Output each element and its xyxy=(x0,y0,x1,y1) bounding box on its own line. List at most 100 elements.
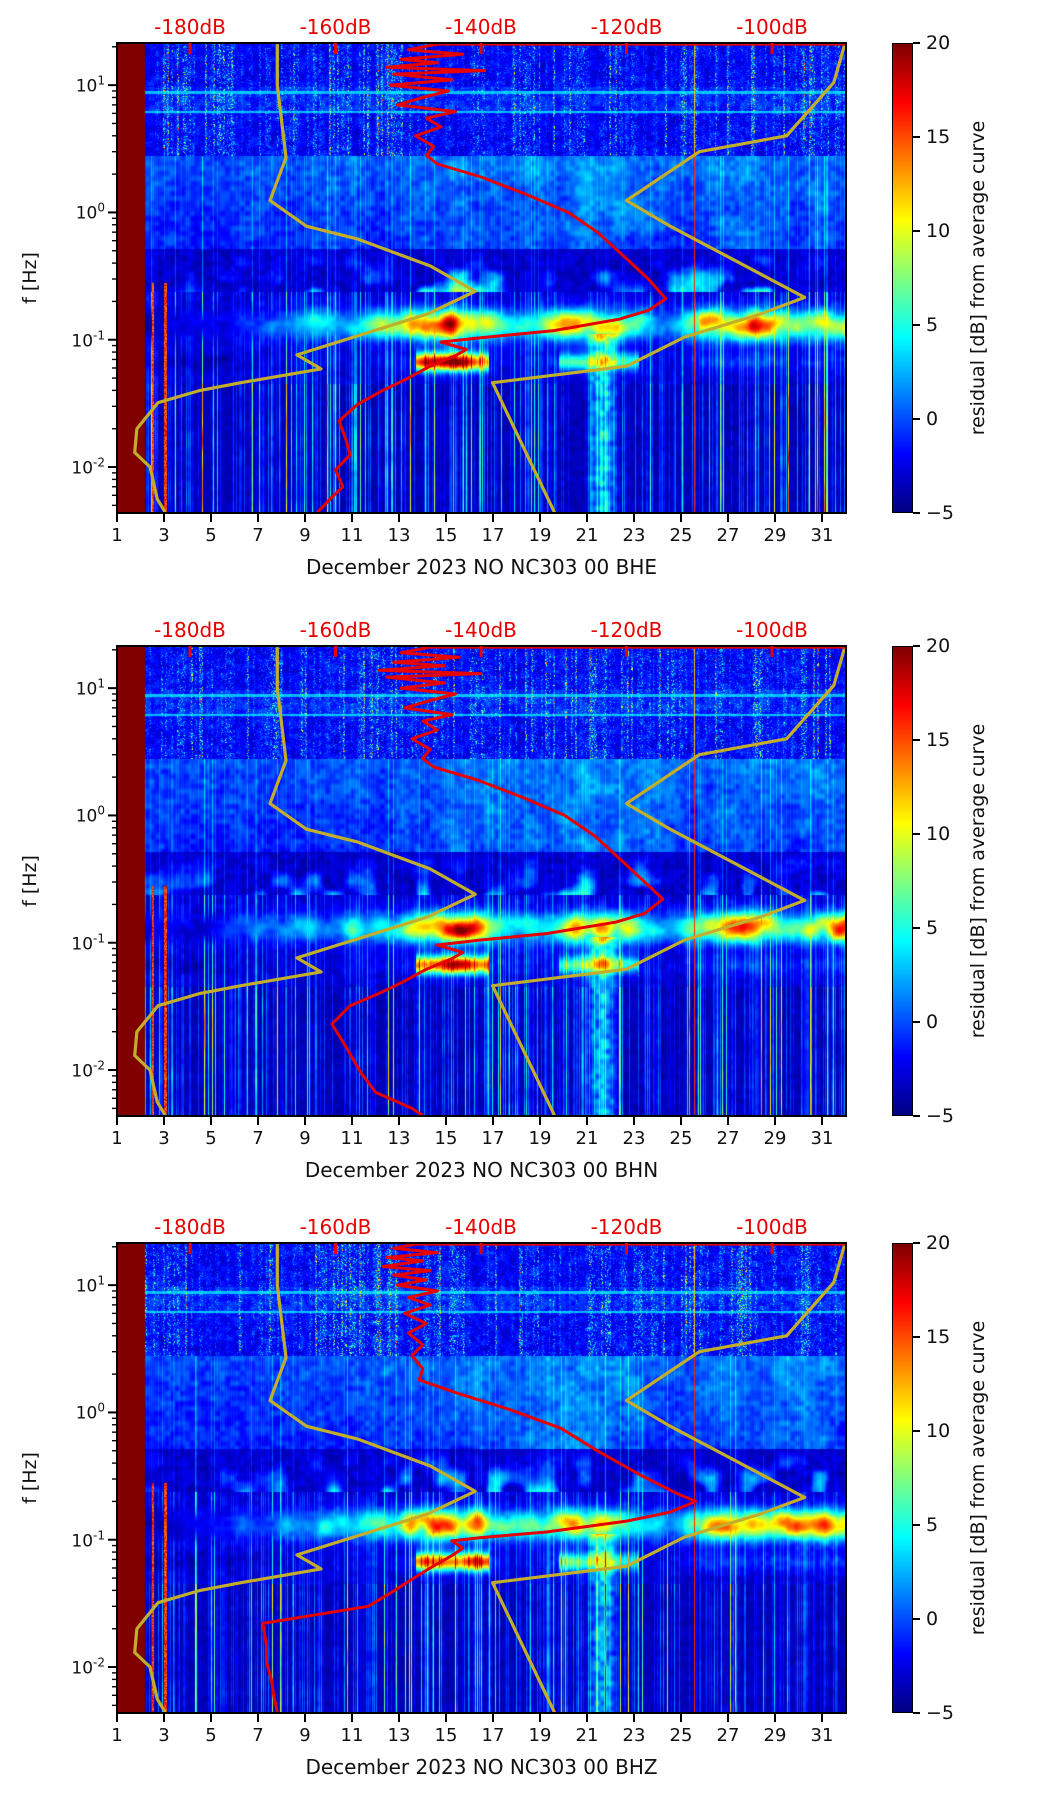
top-db-label: -180dB xyxy=(154,15,226,39)
x-tick-label: 5 xyxy=(205,1128,217,1149)
x-tick-label: 25 xyxy=(669,1128,693,1149)
x-tick-label: 23 xyxy=(622,1128,646,1149)
x-tick-label: 17 xyxy=(481,1725,505,1746)
y-tick-label: 101 xyxy=(75,73,105,97)
top-db-label: -180dB xyxy=(154,1215,226,1239)
colorbar-tick-label: 5 xyxy=(926,917,939,939)
x-tick-label: 1 xyxy=(111,525,123,546)
y-tick-label: 101 xyxy=(75,1273,105,1297)
x-tick-label: 31 xyxy=(810,1725,834,1746)
x-tick-label: 27 xyxy=(716,525,740,546)
y-tick-label: 100 xyxy=(75,804,105,827)
top-db-label: -160dB xyxy=(299,15,372,39)
colorbar xyxy=(892,646,913,1116)
colorbar-tick-label: 20 xyxy=(926,635,951,657)
colorbar-tick-label: 0 xyxy=(926,1608,939,1630)
x-tick-label: 11 xyxy=(340,525,364,546)
x-tick-label: 31 xyxy=(810,525,834,546)
x-tick-label: 1 xyxy=(111,1128,123,1149)
y-axis-label: f [Hz] xyxy=(19,1452,41,1504)
x-tick-label: 21 xyxy=(575,1725,599,1746)
colorbar-label: residual [dB] from average curve xyxy=(967,120,989,436)
top-db-label: -160dB xyxy=(299,618,372,642)
colorbar-tick-label: −5 xyxy=(926,502,955,524)
top-db-label: -100dB xyxy=(736,15,808,39)
x-tick-label: 31 xyxy=(810,1128,834,1149)
x-axis-label: December 2023 NO NC303 00 BHN xyxy=(304,1158,659,1182)
spectrogram-panel-bhe: -180dB -160dB -140dB -120dB -100dB 1 3 5 7 9 11 13… xyxy=(0,0,1052,603)
x-tick-label: 25 xyxy=(669,525,693,546)
y-axis-label: f [Hz] xyxy=(19,855,41,907)
colorbar-tick-label: 5 xyxy=(926,1514,939,1536)
colorbar-tick-label: 5 xyxy=(926,314,939,336)
x-tick-label: 17 xyxy=(481,525,505,546)
spectrogram-image xyxy=(117,646,846,1116)
x-tick-label: 11 xyxy=(340,1725,364,1746)
spectrogram-image xyxy=(117,43,846,513)
top-db-label: -140dB xyxy=(445,15,517,39)
colorbar-tick-label: 20 xyxy=(926,32,951,54)
y-tick-label: 10-1 xyxy=(71,1528,105,1552)
spectrogram-panel-bhz: -180dB -160dB -140dB -120dB -100dB 1 3 5 7 9 11 13… xyxy=(0,1200,1052,1803)
y-axis-label: f [Hz] xyxy=(19,252,41,304)
y-tick-label: 10-1 xyxy=(71,328,105,352)
x-tick-label: 23 xyxy=(622,525,646,546)
x-axis-label: December 2023 NO NC303 00 BHE xyxy=(305,555,658,579)
colorbar-tick-label: 10 xyxy=(926,823,951,845)
x-tick-label: 19 xyxy=(528,1128,552,1149)
x-tick-label: 29 xyxy=(763,1725,787,1746)
y-tick-label: 10-2 xyxy=(71,1058,105,1082)
top-db-label: -180dB xyxy=(154,618,226,642)
x-tick-label: 5 xyxy=(205,525,217,546)
colorbar-label: residual [dB] from average curve xyxy=(967,723,989,1039)
x-tick-label: 29 xyxy=(763,1128,787,1149)
top-db-label: -140dB xyxy=(445,618,517,642)
x-tick-label: 7 xyxy=(252,525,264,546)
colorbar-tick-label: −5 xyxy=(926,1702,955,1724)
x-tick-label: 21 xyxy=(575,1128,599,1149)
x-tick-label: 15 xyxy=(434,1725,458,1746)
x-tick-label: 9 xyxy=(299,1128,311,1149)
x-tick-label: 9 xyxy=(299,1725,311,1746)
colorbar-tick-label: 15 xyxy=(926,1326,951,1348)
top-db-label: -140dB xyxy=(445,1215,517,1239)
colorbar-tick-label: 10 xyxy=(926,220,951,242)
top-db-label: -120dB xyxy=(590,618,663,642)
x-tick-label: 17 xyxy=(481,1128,505,1149)
x-tick-label: 27 xyxy=(716,1725,740,1746)
y-tick-label: 10-2 xyxy=(71,455,105,479)
colorbar-tick-label: 10 xyxy=(926,1420,951,1442)
x-tick-label: 11 xyxy=(340,1128,364,1149)
x-tick-label: 23 xyxy=(622,1725,646,1746)
x-tick-label: 13 xyxy=(387,1128,411,1149)
colorbar-tick-label: 0 xyxy=(926,1011,939,1033)
top-db-label: -120dB xyxy=(590,15,663,39)
y-tick-label: 10-1 xyxy=(71,931,105,955)
y-tick-label: 100 xyxy=(75,201,105,224)
top-db-label: -120dB xyxy=(590,1215,663,1239)
colorbar xyxy=(892,43,913,513)
y-tick-label: 101 xyxy=(75,676,105,700)
y-tick-label: 100 xyxy=(75,1401,105,1424)
colorbar xyxy=(892,1243,913,1713)
x-tick-label: 3 xyxy=(158,1725,170,1746)
x-tick-label: 21 xyxy=(575,525,599,546)
x-tick-label: 3 xyxy=(158,1128,170,1149)
x-tick-label: 19 xyxy=(528,1725,552,1746)
top-db-label: -100dB xyxy=(736,1215,808,1239)
colorbar-tick-label: 20 xyxy=(926,1232,951,1254)
colorbar-tick-label: 0 xyxy=(926,408,939,430)
x-tick-label: 27 xyxy=(716,1128,740,1149)
y-tick-label: 10-2 xyxy=(71,1655,105,1679)
colorbar-tick-label: 15 xyxy=(926,729,951,751)
x-tick-label: 29 xyxy=(763,525,787,546)
spectrogram-image xyxy=(117,1243,846,1713)
colorbar-tick-label: 15 xyxy=(926,126,951,148)
top-db-label: -160dB xyxy=(299,1215,372,1239)
x-tick-label: 7 xyxy=(252,1128,264,1149)
colorbar-tick-label: −5 xyxy=(926,1105,955,1127)
x-tick-label: 9 xyxy=(299,525,311,546)
x-tick-label: 5 xyxy=(205,1725,217,1746)
x-tick-label: 15 xyxy=(434,1128,458,1149)
